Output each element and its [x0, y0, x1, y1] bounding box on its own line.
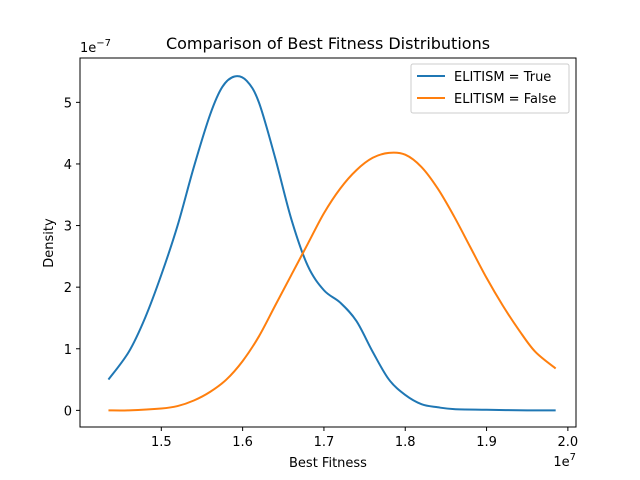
x-tick-label: 1.5	[151, 435, 172, 450]
series-layer	[107, 75, 557, 412]
legend-label: ELITISM = True	[454, 70, 551, 85]
x-tick-label: 1.9	[476, 435, 497, 450]
chart-title: Comparison of Best Fitness Distributions	[166, 34, 490, 53]
x-tick-label: 1.8	[395, 435, 416, 450]
y-tick-label: 1	[64, 343, 72, 358]
y-axis-label: Density	[42, 218, 57, 268]
legend-box	[410, 63, 570, 114]
x-axis-label: Best Fitness	[289, 456, 367, 471]
plot-area	[107, 75, 557, 412]
legend-label: ELITISM = False	[454, 92, 556, 107]
y-tick-label: 4	[64, 158, 72, 173]
y-tick-label: 3	[64, 220, 72, 235]
x-tick-label: 1.6	[232, 435, 253, 450]
x-tick-label: 1.7	[314, 435, 335, 450]
x-axis: 1.5 1.6 1.7 1.8 1.9 2.0	[151, 427, 578, 450]
y-tick-label: 5	[64, 96, 72, 111]
y-tick-label: 0	[64, 404, 72, 419]
y-axis-multiplier: 1e−7	[80, 38, 111, 56]
plot-frame	[79, 57, 577, 428]
series-line-elitism-true	[107, 75, 556, 412]
legend: ELITISM = True ELITISM = False	[410, 63, 570, 114]
x-axis-multiplier: 1e7	[553, 452, 576, 470]
y-axis: 0 1 2 3 4 5	[64, 96, 80, 419]
y-tick-label: 2	[64, 281, 72, 296]
series-line-elitism-false	[108, 151, 557, 412]
x-tick-label: 2.0	[558, 435, 579, 450]
